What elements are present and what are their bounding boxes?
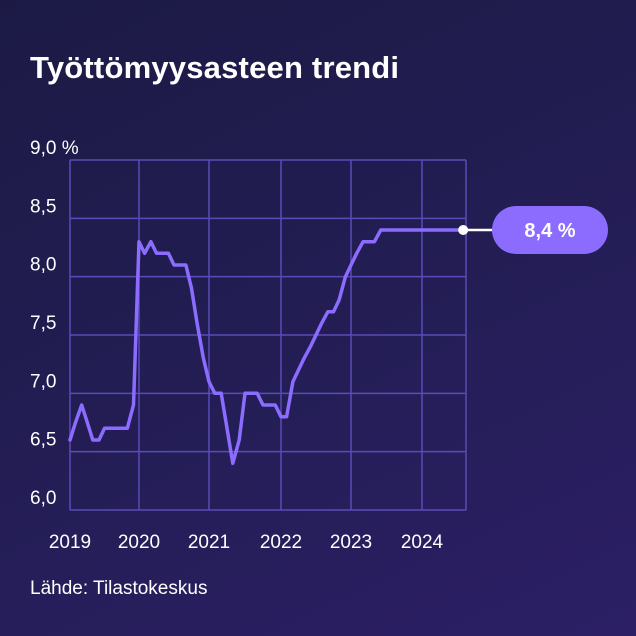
x-tick-label: 2022	[260, 532, 302, 553]
y-tick-label: 7,0	[30, 371, 56, 392]
last-value-marker	[458, 225, 469, 235]
series-line	[68, 228, 465, 466]
y-tick-label: 8,5	[30, 196, 56, 217]
y-tick-label: 6,5	[30, 430, 56, 451]
x-tick-label: 2021	[188, 532, 230, 553]
y-tick-label: 6,0	[30, 488, 56, 509]
callout-label: 8,4 %	[524, 220, 575, 242]
x-tick-label: 2020	[118, 532, 160, 553]
chart-title: Työttömyysasteen trendi	[30, 50, 400, 85]
source-label: Lähde: Tilastokeskus	[30, 578, 208, 599]
x-tick-label: 2024	[401, 532, 444, 553]
callout-badge	[492, 206, 608, 254]
y-tick-label: 8,0	[30, 255, 56, 276]
x-tick-label: 2019	[49, 532, 91, 553]
y-tick-label: 9,0 %	[30, 138, 79, 159]
x-tick-label: 2023	[330, 532, 372, 553]
y-tick-label: 7,5	[30, 313, 56, 334]
